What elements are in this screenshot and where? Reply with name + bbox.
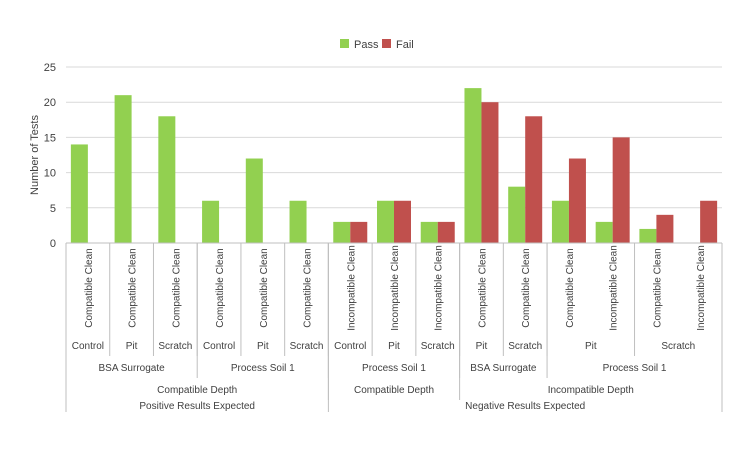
group-label-level-3: Compatible Depth — [354, 385, 434, 396]
bar-fail — [612, 137, 630, 243]
bar-fail — [700, 200, 718, 243]
y-tick-label: 5 — [50, 203, 56, 215]
bar-fail — [656, 214, 674, 243]
group-label-level-4: Positive Results Expected — [139, 401, 255, 412]
group-label-level-1: Pit — [388, 341, 400, 352]
group-label-level-4: Negative Results Expected — [465, 401, 585, 412]
legend-label-pass: Pass — [354, 39, 379, 51]
x-tick-label: Compatible Clean — [171, 248, 182, 328]
y-tick-label: 20 — [44, 97, 56, 109]
group-label-level-1: Scratch — [508, 341, 542, 352]
bar-pass — [508, 186, 526, 243]
x-tick-label: Compatible Clean — [84, 248, 95, 328]
legend-label-fail: Fail — [396, 39, 414, 51]
group-label-level-1: Pit — [585, 341, 597, 352]
x-tick-label: Incompatible Clean — [434, 245, 445, 331]
bar-pass — [464, 88, 482, 244]
group-label-level-1: Control — [203, 341, 235, 352]
bar-pass — [377, 200, 394, 243]
x-tick-label: Compatible Clean — [652, 248, 663, 328]
bar-pass — [639, 228, 657, 243]
group-label-level-1: Scratch — [290, 341, 324, 352]
group-label-level-2: BSA Surrogate — [99, 363, 166, 374]
x-tick-label: Compatible Clean — [477, 248, 488, 328]
y-tick-label: 0 — [50, 238, 56, 250]
bar-fail — [525, 116, 543, 243]
bar-pass — [289, 200, 307, 243]
x-tick-label: Compatible Clean — [521, 248, 532, 328]
legend-swatch-pass — [340, 39, 349, 48]
bar-pass — [420, 221, 438, 243]
group-label-level-1: Control — [72, 341, 104, 352]
group-label-level-1: Scratch — [158, 341, 192, 352]
bar-pass — [245, 158, 263, 243]
group-label-level-1: Pit — [126, 341, 138, 352]
y-axis-title: Number of Tests — [29, 115, 41, 195]
bar-pass — [333, 221, 351, 243]
bar-pass — [70, 144, 88, 243]
bar-pass — [114, 95, 132, 243]
x-tick-label: Incompatible Clean — [696, 245, 707, 331]
group-label-level-1: Scratch — [421, 341, 455, 352]
group-label-level-2: Process Soil 1 — [362, 363, 426, 374]
bar-fail — [350, 221, 368, 243]
bar-fail — [568, 158, 586, 243]
y-tick-label: 10 — [44, 168, 56, 180]
legend-swatch-fail — [382, 39, 391, 48]
group-label-level-1: Scratch — [661, 341, 695, 352]
group-label-level-2: Process Soil 1 — [603, 363, 667, 374]
group-label-level-1: Pit — [476, 341, 488, 352]
bar-pass — [551, 200, 569, 243]
x-tick-label: Compatible Clean — [565, 248, 576, 328]
group-label-level-3: Incompatible Depth — [548, 385, 634, 396]
group-label-level-1: Pit — [257, 341, 269, 352]
y-tick-label: 15 — [44, 132, 56, 144]
bar-fail — [394, 200, 411, 243]
x-tick-label: Compatible Clean — [128, 248, 139, 328]
x-tick-label: Incompatible Clean — [609, 245, 620, 331]
bar-pass — [595, 221, 613, 243]
bar-pass — [158, 116, 176, 243]
group-label-level-2: Process Soil 1 — [231, 363, 295, 374]
bar-fail — [437, 221, 455, 243]
legend: Pass Fail — [340, 39, 414, 51]
group-label-level-2: BSA Surrogate — [470, 363, 537, 374]
y-tick-label: 25 — [44, 62, 56, 74]
group-label-level-1: Control — [334, 341, 366, 352]
x-tick-label: Compatible Clean — [303, 248, 314, 328]
group-label-level-3: Compatible Depth — [157, 385, 237, 396]
x-tick-label: Incompatible Clean — [346, 245, 357, 331]
x-tick-label: Compatible Clean — [259, 248, 270, 328]
bars — [70, 88, 718, 244]
x-tick-label: Incompatible Clean — [390, 245, 401, 331]
x-tick-label: Compatible Clean — [215, 248, 226, 328]
bar-pass — [202, 200, 220, 243]
axes: 0 5 10 15 20 25 Compatible Clean Compatible Cle… — [44, 62, 723, 412]
bar-fail — [481, 102, 499, 243]
